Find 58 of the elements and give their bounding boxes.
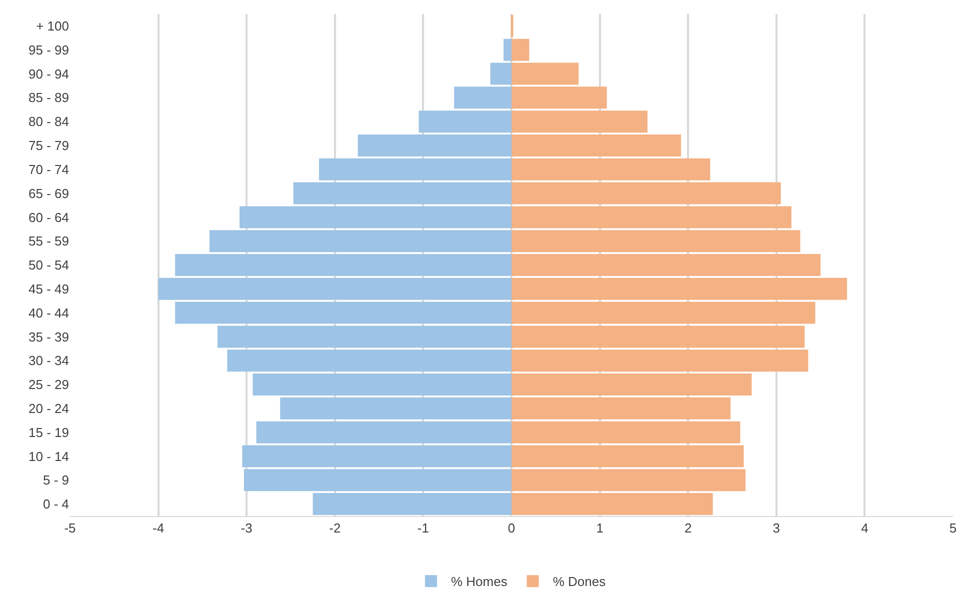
bar <box>512 374 752 396</box>
y-tick-label: 60 - 64 <box>28 210 69 225</box>
y-tick-label: 75 - 79 <box>28 138 69 154</box>
bar <box>512 493 713 516</box>
bar <box>418 110 512 133</box>
bar <box>512 230 800 252</box>
bar <box>210 230 512 252</box>
x-tick-label: 5 <box>949 520 957 536</box>
x-tick-label: -2 <box>329 520 341 536</box>
y-tick-label: 50 - 54 <box>28 258 69 273</box>
bar <box>512 134 682 156</box>
bar <box>158 278 512 300</box>
bar <box>512 469 746 492</box>
y-tick-label: 20 - 24 <box>28 400 69 416</box>
x-tick-label: -5 <box>64 520 76 536</box>
y-tick-label: 5 - 9 <box>42 472 69 488</box>
x-tick-label: 4 <box>861 520 868 536</box>
bar <box>358 134 512 156</box>
legend-label: % Homes <box>451 574 508 590</box>
x-tick-label: -3 <box>240 520 252 536</box>
x-tick-label: 3 <box>772 520 780 536</box>
y-tick-label: 80 - 84 <box>28 114 69 130</box>
bar <box>512 278 848 300</box>
x-tick-label: 1 <box>596 520 604 536</box>
y-tick-label: 65 - 69 <box>28 186 69 201</box>
bar <box>512 158 710 180</box>
y-tick-label: 70 - 74 <box>28 162 69 177</box>
bar <box>512 350 808 372</box>
bar <box>512 38 530 61</box>
y-tick-label: 25 - 29 <box>28 377 69 392</box>
bar <box>512 254 821 276</box>
x-tick-label: -1 <box>417 520 429 536</box>
bar <box>512 397 730 420</box>
y-tick-label: 95 - 99 <box>28 42 69 58</box>
bar <box>227 350 512 372</box>
legend-label: % Dones <box>552 574 606 590</box>
bar <box>280 397 512 420</box>
bar <box>244 469 512 492</box>
y-tick-label: 30 - 34 <box>28 353 69 368</box>
bar <box>512 110 648 133</box>
y-tick-label: 85 - 89 <box>28 90 69 106</box>
y-tick-label: 0 - 4 <box>42 496 69 512</box>
bar <box>319 158 512 180</box>
bar <box>252 374 512 396</box>
bar <box>504 38 512 61</box>
y-tick-label: + 100 <box>36 18 69 34</box>
y-tick-label: 35 - 39 <box>28 329 69 344</box>
y-tick-label: 10 - 14 <box>28 448 69 464</box>
y-tick-label: 45 - 49 <box>28 281 69 296</box>
bar <box>175 254 512 276</box>
y-tick-label: 40 - 44 <box>28 305 69 320</box>
x-tick-label: -4 <box>152 520 164 536</box>
x-tick-label: 0 <box>508 520 516 536</box>
x-tick-label: 2 <box>684 520 692 536</box>
y-tick-label: 55 - 59 <box>28 234 69 249</box>
bar <box>312 493 512 516</box>
y-tick-label: 15 - 19 <box>28 424 69 440</box>
y-tick-label: 90 - 94 <box>28 66 69 82</box>
